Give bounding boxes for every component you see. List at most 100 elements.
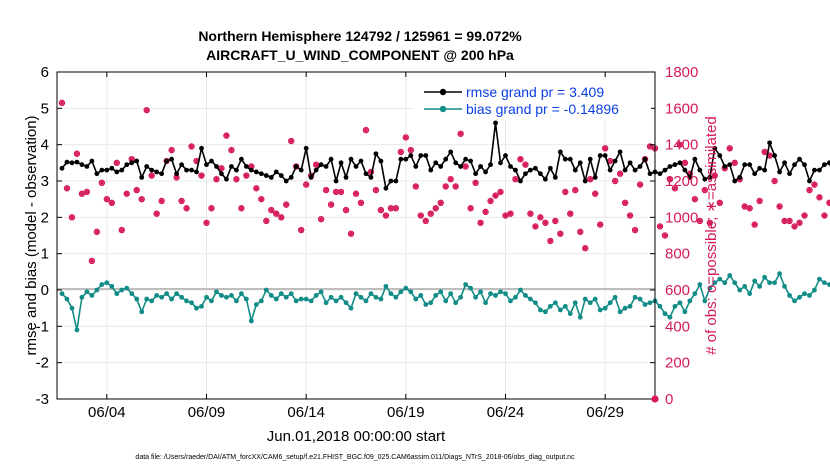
bias-point [657, 303, 663, 309]
rmse-point [493, 120, 498, 126]
rmse-point [777, 169, 782, 175]
bias-point [124, 285, 130, 291]
bias-point [637, 296, 643, 302]
rmse-point [358, 158, 364, 164]
obs-assimilated-star [363, 127, 369, 133]
legend: rmse grand pr = 3.409 bias grand pr = -0… [414, 79, 651, 120]
legend-rmse-marker [439, 88, 447, 96]
bias-point [597, 307, 603, 313]
rmse-point [199, 145, 204, 151]
rmse-point [219, 171, 224, 177]
legend-rmse-label: rmse grand pr = 3.409 [466, 84, 604, 100]
obs-marker [402, 134, 410, 141]
bias-point [627, 303, 633, 309]
obs-assimilated-star [552, 218, 558, 224]
rmse-point [453, 160, 459, 166]
bias-point [503, 291, 508, 297]
bias-point [772, 280, 777, 286]
bias-point [368, 291, 374, 297]
rmse-point [119, 167, 125, 173]
obs-marker [811, 181, 818, 188]
rmse-point [488, 162, 493, 168]
bias-point [547, 303, 553, 309]
rmse-point [577, 160, 583, 166]
bias-point [268, 293, 274, 298]
obs-marker [382, 212, 390, 219]
rmse-point [348, 156, 354, 162]
obs-marker [113, 159, 121, 167]
rmse-point [298, 167, 304, 173]
rmse-point [224, 176, 229, 182]
bias-point [747, 291, 753, 297]
rmse-point [174, 171, 180, 177]
bias-point [508, 298, 513, 304]
x-tick-label: 06/09 [188, 404, 226, 421]
bias-point [263, 287, 269, 293]
rmse-point [393, 178, 399, 184]
rmse-point [523, 171, 528, 177]
rmse-point [273, 169, 279, 175]
obs-marker [258, 195, 265, 203]
bias-point [712, 280, 718, 286]
bias-point [448, 291, 454, 297]
x-axis-ticks: 06/04 06/09 06/14 06/19 06/24 06/29 [88, 72, 624, 421]
obs-assimilated-star [497, 189, 504, 195]
obs-assimilated-star [522, 162, 529, 168]
rmse-point [428, 167, 434, 173]
obs-assimilated-star [806, 187, 813, 193]
bias-point [129, 291, 135, 297]
right-tick-label: 0 [665, 391, 673, 408]
obs-marker [497, 188, 504, 196]
legend-bias-label: bias grand pr = -0.14896 [466, 101, 619, 117]
right-axis-label: # of obs: o=possible; ∗=assimilated [703, 116, 720, 355]
obs-assimilated-star [487, 198, 494, 204]
bias-point [767, 280, 773, 286]
obs-marker [98, 179, 106, 187]
bias-point [807, 293, 812, 298]
obs-assimilated-star [183, 205, 190, 211]
obs-assimilated-star [617, 171, 623, 177]
rmse-point [762, 167, 768, 173]
bias-point [298, 296, 304, 302]
obs-assimilated-star [188, 143, 195, 150]
obs-assimilated-star [687, 171, 693, 177]
rmse-point [338, 160, 344, 166]
bias-point [722, 280, 728, 286]
obs-marker [472, 179, 479, 187]
rmse-point [229, 164, 234, 169]
rmse-point [672, 162, 678, 168]
obs-assimilated-star [139, 196, 145, 202]
bias-point [572, 300, 578, 306]
bias-point [797, 294, 802, 300]
left-tick-label: 3 [41, 173, 49, 190]
obs-marker [297, 226, 305, 234]
obs-marker [372, 186, 380, 194]
rmse-point [448, 149, 454, 155]
rmse-point [587, 156, 593, 162]
obs-assimilated-star [253, 185, 259, 191]
x-tick-label: 06/29 [586, 404, 624, 421]
obs-marker [188, 143, 195, 150]
bias-series-points [59, 271, 830, 333]
rmse-point [483, 169, 488, 175]
obs-assimilated-star [353, 191, 359, 197]
obs-marker [422, 217, 429, 225]
obs-marker [278, 214, 285, 221]
left-tick-label: 2 [41, 209, 49, 226]
bias-point [702, 298, 708, 304]
obs-marker [432, 205, 439, 212]
right-tick-label: 1000 [665, 209, 698, 226]
bias-point [443, 298, 449, 304]
bias-point [149, 298, 155, 304]
obs-marker [283, 201, 290, 208]
bias-point [209, 298, 214, 304]
bias-point [812, 287, 817, 293]
obs-marker [826, 199, 830, 206]
obs-assimilated-star [358, 200, 364, 206]
obs-marker [796, 219, 803, 226]
obs-marker [213, 175, 220, 183]
rmse-point [353, 164, 359, 169]
obs-assimilated-star [627, 212, 633, 219]
rmse-point [602, 153, 608, 158]
rmse-point [458, 164, 464, 169]
